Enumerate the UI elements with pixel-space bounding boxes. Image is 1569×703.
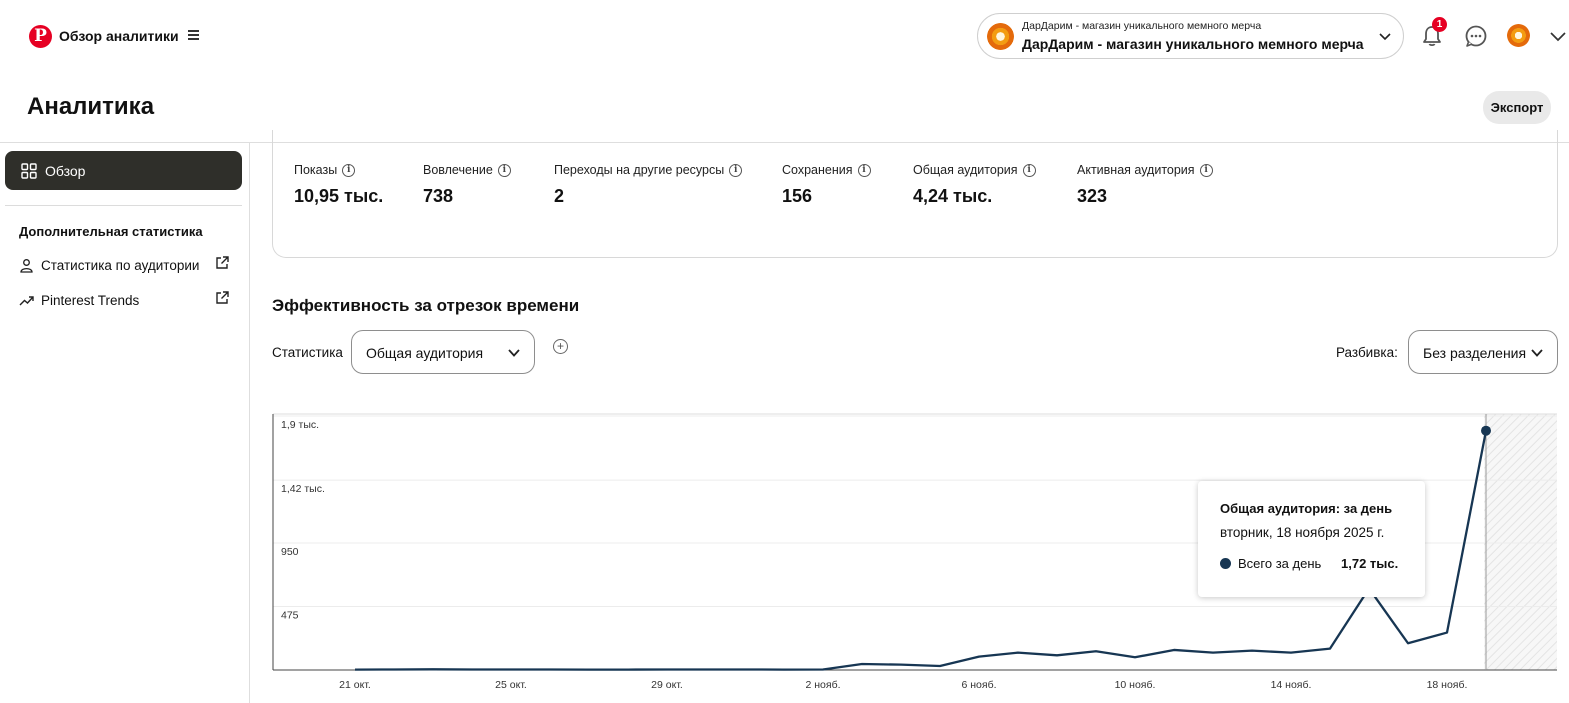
x-tick-label: 18 нояб.: [1427, 679, 1468, 691]
x-tick-label: 29 окт.: [651, 679, 683, 691]
y-tick-label: 1,42 тыс.: [281, 483, 325, 495]
info-icon[interactable]: i: [497, 163, 511, 177]
x-tick-label: 10 нояб.: [1115, 679, 1156, 691]
info-icon[interactable]: i: [729, 163, 743, 177]
divider: [5, 205, 242, 206]
info-icon[interactable]: i: [342, 163, 356, 177]
notification-badge: 1: [1432, 17, 1447, 32]
metric-select-value: Общая аудитория: [366, 345, 484, 361]
person-icon: [20, 259, 33, 273]
account-switcher[interactable]: ДарДарим - магазин уникального мемного м…: [977, 13, 1404, 59]
stat-engaged-audience[interactable]: Активная аудитория i 323: [1077, 163, 1213, 207]
stat-outbound-clicks[interactable]: Переходы на другие ресурсы i 2: [554, 163, 743, 207]
stat-impressions[interactable]: Показы i 10,95 тыс.: [294, 163, 383, 207]
x-tick-label: 6 нояб.: [961, 679, 996, 691]
stat-engagement[interactable]: Вовлечение i 738: [423, 163, 511, 207]
info-icon[interactable]: i: [857, 163, 871, 177]
grid-icon: [21, 163, 37, 179]
stat-value: 738: [423, 186, 454, 206]
export-button[interactable]: Экспорт: [1483, 91, 1551, 124]
sidebar-item-audience[interactable]: Статистика по аудитории: [19, 255, 229, 277]
stat-value: 10,95 тыс.: [294, 186, 384, 206]
account-name-small: ДарДарим - магазин уникального мемного м…: [1022, 20, 1262, 32]
sidebar-item-label: Статистика по аудитории: [41, 258, 200, 273]
breakdown-select-value: Без разделения: [1423, 345, 1527, 361]
app-title[interactable]: Обзор аналитики: [59, 28, 179, 44]
chart-tooltip: Общая аудитория: за день вторник, 18 ноя…: [1198, 481, 1425, 597]
menu-icon[interactable]: [188, 30, 199, 40]
metric-label: Статистика: [272, 345, 343, 360]
add-metric-button[interactable]: +: [553, 339, 568, 354]
stat-label: Активная аудитория: [1077, 163, 1195, 177]
stat-label: Переходы на другие ресурсы: [554, 163, 725, 177]
external-link-icon: [216, 256, 229, 269]
breakdown-label: Разбивка:: [1336, 345, 1398, 360]
user-avatar[interactable]: [1507, 24, 1530, 47]
info-icon[interactable]: i: [1022, 163, 1036, 177]
tooltip-date: вторник, 18 ноября 2025 г.: [1220, 525, 1385, 540]
pinterest-logo[interactable]: P: [29, 25, 52, 48]
y-tick-label: 475: [281, 610, 299, 622]
tooltip-value: 1,72 тыс.: [1341, 556, 1399, 571]
x-tick-label: 2 нояб.: [805, 679, 840, 691]
sidebar-section-heading: Дополнительная статистика: [19, 224, 203, 239]
stat-value: 2: [554, 186, 565, 206]
section-title: Эффективность за отрезок времени: [272, 296, 580, 315]
account-name: ДарДарим - магазин уникального мемного м…: [1022, 36, 1364, 52]
page-title: Аналитика: [27, 93, 155, 120]
stat-value: 4,24 тыс.: [913, 186, 993, 206]
stat-label: Общая аудитория: [913, 163, 1018, 177]
stat-label: Сохранения: [782, 163, 853, 177]
y-tick-label: 950: [281, 546, 299, 558]
chevron-down-icon: [1531, 349, 1543, 357]
x-tick-label: 21 окт.: [339, 679, 371, 691]
sidebar-border: [249, 143, 250, 703]
y-tick-label: 1,9 тыс.: [281, 419, 319, 431]
stat-total-audience[interactable]: Общая аудитория i 4,24 тыс.: [913, 163, 1036, 207]
tooltip-title: Общая аудитория: за день: [1220, 501, 1393, 516]
x-tick-label: 25 окт.: [495, 679, 527, 691]
stat-label: Вовлечение: [423, 163, 493, 177]
sidebar-item-label: Pinterest Trends: [41, 293, 140, 308]
chevron-down-icon: [1379, 33, 1391, 41]
stat-value: 156: [782, 186, 813, 206]
legend-dot: [1220, 558, 1231, 569]
info-icon[interactable]: i: [1199, 163, 1213, 177]
account-avatar: [987, 23, 1014, 50]
x-tick-label: 14 нояб.: [1271, 679, 1312, 691]
external-link-icon: [216, 291, 229, 304]
top-bar: P Обзор аналитики ДарДарим - магазин уни…: [0, 0, 1569, 72]
chevron-down-icon: [508, 349, 520, 357]
chevron-down-icon[interactable]: [1549, 30, 1567, 42]
divider: [0, 142, 1569, 143]
sidebar-item-trends[interactable]: Pinterest Trends: [19, 290, 229, 312]
highlight-point: [1481, 425, 1491, 436]
metric-select[interactable]: Общая аудитория: [351, 330, 535, 374]
stat-label: Показы: [294, 163, 338, 177]
sidebar-item-overview[interactable]: Обзор: [5, 151, 242, 190]
series-line: [354, 430, 1488, 671]
stats-card: [272, 130, 1558, 258]
future-region: [1484, 414, 1557, 670]
tooltip-series: Всего за день: [1238, 556, 1322, 571]
trend-icon: [19, 296, 34, 306]
messages-icon[interactable]: [1464, 24, 1488, 48]
stat-value: 323: [1077, 186, 1108, 206]
breakdown-select[interactable]: Без разделения: [1408, 330, 1558, 374]
stat-saves[interactable]: Сохранения i 156: [782, 163, 871, 207]
sidebar-item-label: Обзор: [45, 163, 86, 179]
